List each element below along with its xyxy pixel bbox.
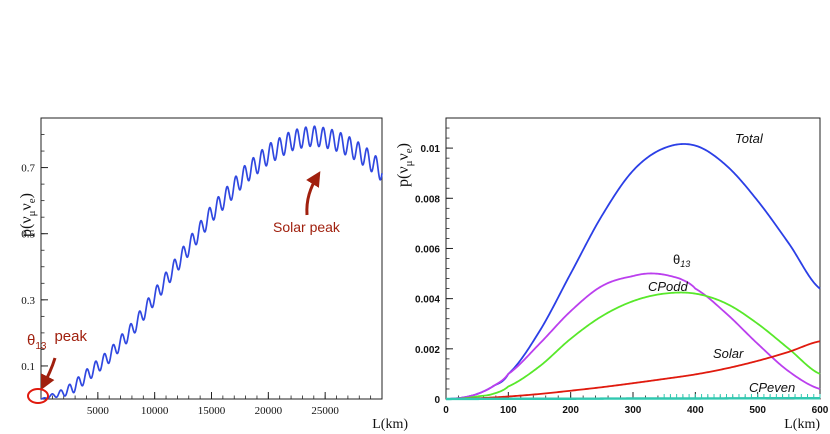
theta13-symbol: θ [673, 252, 680, 267]
y-tick-label: 0.5 [21, 229, 35, 241]
left-x-axis-label: L(km) [372, 417, 408, 432]
ylabel-close: ) [18, 193, 35, 198]
r-ylabel-sub1: μ [403, 160, 415, 166]
series-line-solar [445, 340, 821, 400]
y-tick-label: 0.002 [415, 345, 440, 356]
y-tick-label: 0.1 [21, 361, 35, 373]
x-tick-label: 25000 [311, 405, 339, 417]
ylabel-nu1: ν [18, 216, 35, 223]
x-tick-label: 200 [562, 405, 579, 416]
left-plot-frame [40, 117, 383, 400]
series-label-theta13: θ13 [673, 252, 690, 269]
series-label-solar: Solar [713, 346, 744, 361]
theta-peak-word: peak [54, 328, 87, 345]
x-tick-label: 400 [687, 405, 704, 416]
x-tick-label: 15000 [198, 405, 226, 417]
r-ylabel-close: ) [395, 143, 412, 148]
ylabel-sub1: μ [26, 210, 38, 216]
x-tick-label: 0 [443, 405, 449, 416]
right-y-axis-label: p(νμνe) [395, 143, 415, 187]
theta-symbol: θ [27, 332, 35, 349]
series-label-total: Total [735, 131, 764, 146]
y-tick-label: 0.008 [415, 194, 440, 205]
x-tick-label: 10000 [141, 405, 169, 417]
r-ylabel-sub2: e [403, 148, 415, 153]
theta13-peak-arrow [40, 357, 57, 391]
x-tick-label: 300 [625, 405, 642, 416]
ylabel-sub2: e [26, 198, 38, 203]
series-label-cpodd: CPodd [648, 279, 689, 294]
series-line-total [445, 143, 821, 400]
right-plot-frame [445, 117, 821, 400]
right-curves [445, 143, 821, 401]
solar-peak-label: Solar peak [273, 219, 341, 235]
y-tick-label: 0.01 [421, 144, 441, 155]
theta13-peak-label: θ13 peak [27, 328, 87, 352]
y-tick-label: 0.004 [415, 295, 440, 306]
x-tick-label: 20000 [255, 405, 283, 417]
series-line-theta13 [445, 272, 821, 400]
x-tick-label: 100 [500, 405, 517, 416]
right-chart: 0 100 200 300 400 500 600 0 0.002 0.004 0.006 0.008… [395, 117, 829, 432]
y-tick-label: 0.006 [415, 244, 440, 255]
y-tick-label: 0.7 [21, 163, 35, 175]
theta-subscript: 13 [35, 341, 47, 352]
x-tick-label: 600 [812, 405, 829, 416]
series-line-cpodd [445, 291, 821, 400]
svg-text:p(νμνe): p(νμνe) [18, 193, 38, 237]
series-line-cpeven [446, 397, 820, 401]
r-ylabel-nu1: ν [395, 166, 412, 173]
left-y-axis-label: p(νμνe) [18, 193, 38, 237]
left-chart: 5000 10000 15000 20000 25000 0.1 0.3 0.5 0.7 L(k… [18, 117, 408, 432]
svg-text:p(νμνe): p(νμνe) [395, 143, 415, 187]
y-tick-label: 0.3 [21, 295, 35, 307]
y-tick-label: 0 [434, 395, 440, 406]
x-tick-label: 500 [749, 405, 766, 416]
x-tick-label: 5000 [87, 405, 110, 417]
ylabel-p: p( [18, 224, 35, 237]
right-axis-ticks: 0 100 200 300 400 500 600 0 0.002 0.004 0.006 0.008… [415, 117, 829, 416]
theta13-subscript: 13 [680, 259, 690, 269]
series-line-p-numu-nue [40, 125, 383, 400]
ylabel-nu2: ν [18, 203, 35, 210]
left-axis-ticks: 5000 10000 15000 20000 25000 0.1 0.3 0.5 0.7 [21, 134, 383, 417]
right-x-axis-label: L(km) [784, 417, 820, 432]
series-label-cpeven: CPeven [749, 380, 795, 395]
theta13-peak-circle [27, 388, 49, 404]
r-ylabel-nu2: ν [395, 153, 412, 160]
r-ylabel-p: p( [395, 174, 412, 187]
left-curves [40, 125, 383, 400]
solar-peak-arrow [305, 171, 321, 216]
